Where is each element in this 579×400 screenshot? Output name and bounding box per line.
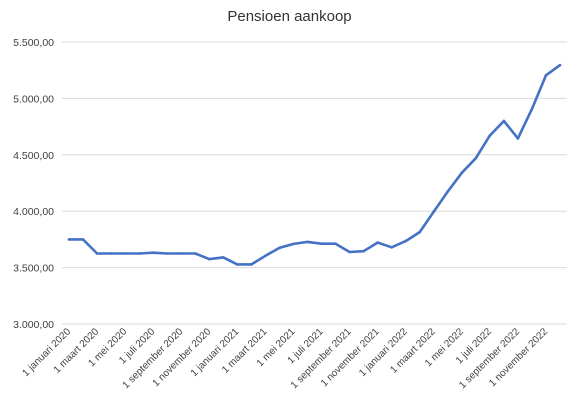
y-tick-label: 5.500,00 (13, 37, 54, 49)
data-point (109, 252, 113, 255)
data-point (193, 252, 197, 255)
y-tick-label: 3.500,00 (13, 263, 54, 275)
y-tick-label: 5.000,00 (13, 93, 54, 105)
data-point (137, 252, 141, 255)
series-line (67, 63, 562, 266)
data-point (418, 230, 422, 234)
data-point (558, 63, 562, 67)
data-point (544, 73, 548, 77)
data-point (334, 242, 337, 245)
data-point (530, 107, 534, 111)
x-tick-label: 1 januari 2020 (21, 326, 74, 379)
data-point (362, 249, 365, 253)
y-axis-tick-labels: 3.000,00 3.500,00 4.000,00 4.500,00 5.000,00… (13, 37, 54, 331)
data-point (222, 256, 225, 259)
data-point (278, 246, 281, 250)
data-point (165, 252, 169, 255)
data-point (474, 156, 478, 160)
data-point (376, 241, 379, 244)
data-point (348, 250, 351, 254)
data-point (404, 239, 407, 243)
gridlines (62, 41, 567, 325)
data-point (320, 242, 323, 245)
data-point (460, 171, 464, 175)
data-point (306, 240, 309, 244)
data-point (250, 263, 253, 266)
y-tick-label: 4.000,00 (13, 206, 54, 218)
data-point (123, 252, 127, 255)
y-tick-label: 4.500,00 (13, 150, 54, 162)
data-point (488, 134, 492, 137)
data-point (95, 252, 99, 255)
data-point (207, 257, 211, 261)
data-point (81, 238, 85, 241)
y-tick-label: 3.000,00 (13, 319, 54, 331)
data-point (292, 242, 295, 246)
data-point (236, 263, 239, 266)
data-point (390, 245, 393, 249)
series-group (67, 63, 562, 266)
data-point (516, 137, 520, 140)
data-point (432, 210, 436, 214)
chart-title: Pensioen aankoop (227, 8, 352, 25)
data-point (446, 190, 450, 193)
data-point (264, 254, 267, 258)
data-point (151, 251, 155, 255)
data-point (67, 238, 71, 241)
data-point (179, 252, 183, 255)
data-point (502, 119, 506, 123)
